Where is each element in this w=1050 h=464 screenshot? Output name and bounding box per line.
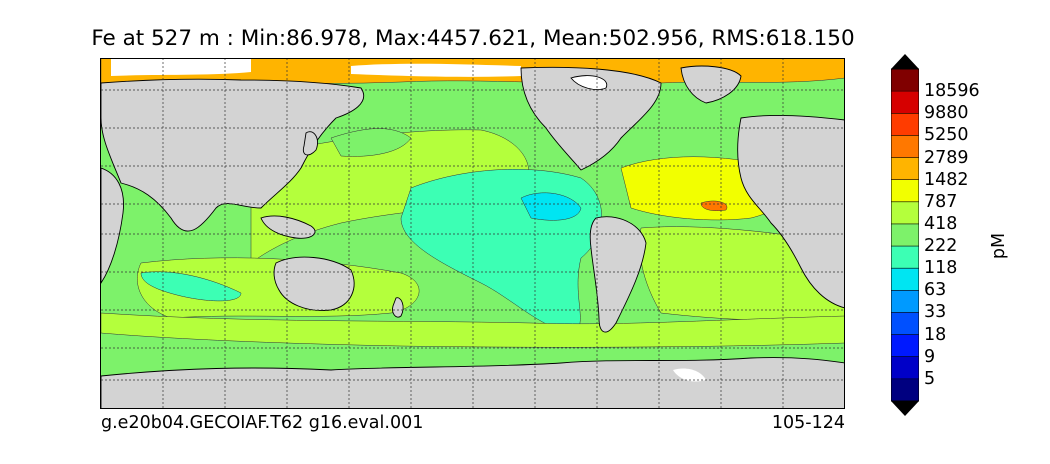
colorbar-tick-label: 222 — [924, 236, 958, 257]
colorbar-tick-label: 418 — [924, 213, 958, 234]
case-name: g.e20b04.GECOIAF.T62 g16.eval.001 — [101, 413, 424, 433]
colorbar-tick-label: 5250 — [924, 125, 969, 146]
colorbar-segment — [891, 290, 919, 313]
colorbar-under-triangle — [891, 401, 919, 416]
arctic-missing-west — [111, 58, 251, 76]
atlantic-orange-patch — [700, 200, 728, 211]
colorbar-segment — [891, 312, 919, 335]
colorbar-segment — [891, 356, 919, 380]
eurasia-land — [101, 78, 364, 232]
map-panel — [101, 58, 845, 409]
africa-land — [101, 167, 124, 284]
colorbar-segment — [891, 334, 919, 358]
arctic-missing-center — [351, 63, 521, 77]
south-america-land — [589, 216, 647, 333]
colorbar-outline — [891, 68, 919, 402]
colorbar-tick-label: 118 — [924, 258, 958, 279]
colorbar-segment — [891, 135, 919, 158]
pacific-cyan-core — [520, 192, 582, 221]
units-label: pM — [989, 232, 1009, 260]
greenland-land — [680, 65, 742, 104]
colorbar-segment — [891, 268, 919, 291]
colorbar-tick-label: 9 — [924, 346, 936, 367]
map-grid — [101, 58, 845, 409]
colorbar-tick-label: 1482 — [924, 169, 969, 190]
europe-africa-land — [737, 114, 845, 309]
colorbar-tick-label: 5 — [924, 368, 936, 389]
colorbar-tick-label: 63 — [924, 280, 947, 301]
colorbar-segment — [891, 113, 919, 136]
colorbar-segment — [891, 223, 919, 247]
colorbar-segments — [891, 69, 919, 402]
colorbar-over-triangle — [891, 54, 919, 69]
year-range: 105-124 — [771, 413, 845, 433]
colorbar-tick-label: 18596 — [924, 81, 980, 102]
colorbar-segment — [891, 246, 919, 269]
colorbar-segment — [891, 69, 919, 92]
australia-land — [273, 256, 355, 311]
colorbar-tick-label: 18 — [924, 324, 947, 345]
north-america-land — [520, 66, 662, 171]
indian-aqua — [140, 271, 242, 302]
colorbar-tick-label: 2789 — [924, 147, 969, 168]
colorbar-segment — [891, 378, 919, 402]
colorbar-segment — [891, 179, 919, 203]
colorbar-segment — [891, 201, 919, 225]
colorbar-tick-label: 9880 — [924, 103, 969, 124]
plot-title: Fe at 527 m : Min:86.978, Max:4457.621, … — [91, 26, 855, 51]
new-zealand-land — [392, 297, 404, 318]
indonesia-land — [260, 215, 316, 239]
colorbar-segment — [891, 91, 919, 114]
colorbar-tick-label: 787 — [924, 191, 958, 212]
colorbar-segment — [891, 157, 919, 180]
map-svg — [101, 58, 845, 409]
colorbar — [891, 54, 919, 416]
colorbar-tick-label: 33 — [924, 302, 947, 323]
antarctic-missing — [673, 368, 706, 382]
japan-land — [302, 131, 318, 156]
canada-missing — [570, 75, 608, 90]
